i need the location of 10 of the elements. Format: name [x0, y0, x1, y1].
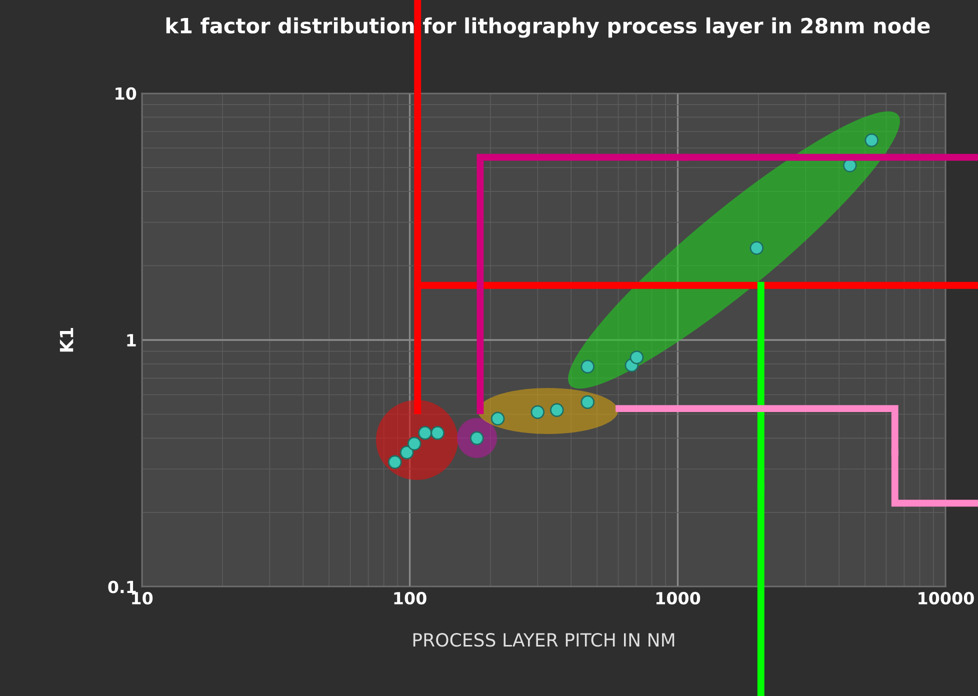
- y-tick-label: 1: [127, 334, 136, 346]
- y-tick-label: 0.1: [108, 580, 136, 594]
- chart-title: k1 factor distribution for lithography process layer in 28nm node: [166, 17, 930, 38]
- x-tick-label: 1000: [656, 592, 700, 604]
- y-tick-label: 10: [116, 87, 136, 100]
- x-axis-title: PROCESS LAYER PITCH IN NM: [413, 633, 674, 647]
- x-tick-label: 100: [394, 592, 426, 604]
- y-axis-title: K1: [60, 328, 74, 352]
- x-tick-label: 10000: [918, 592, 974, 604]
- x-tick-label: 10: [132, 592, 153, 604]
